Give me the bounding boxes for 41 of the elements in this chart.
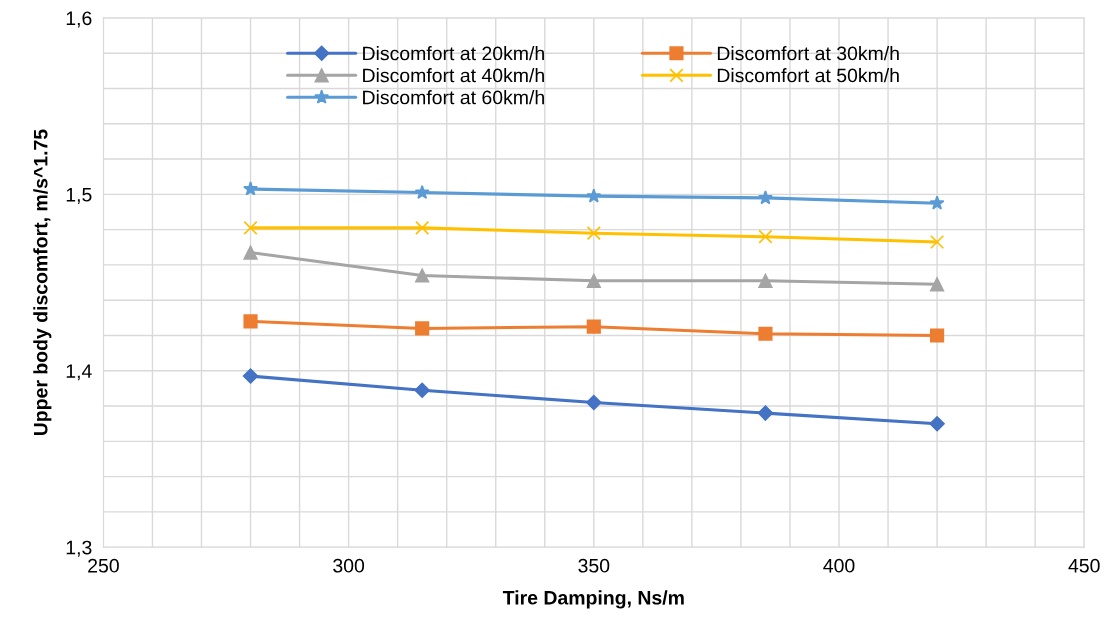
legend-label: Discomfort at 30km/h	[717, 46, 899, 61]
point	[929, 234, 945, 250]
point	[757, 405, 774, 421]
point	[758, 190, 773, 205]
point	[929, 328, 945, 343]
y-tick-label: 1,3	[66, 540, 92, 557]
legend-label: Discomfort at 20km/h	[363, 46, 544, 61]
point	[586, 394, 602, 411]
y-tick-label: 1,6	[66, 11, 92, 28]
point	[586, 188, 602, 203]
point	[758, 229, 773, 244]
point	[586, 319, 601, 334]
y-tick-label: 1,4	[66, 364, 92, 381]
point	[415, 220, 430, 235]
point	[243, 181, 258, 196]
point	[758, 326, 773, 341]
x-tick-label: 250	[88, 558, 119, 573]
legend-label: Discomfort at 60km/h	[363, 90, 544, 105]
point	[415, 268, 430, 283]
point	[929, 195, 945, 210]
y-tick-label: 1,5	[66, 188, 92, 204]
point	[586, 273, 601, 288]
y-axis-title: Upper body discomfort, m/s^1.75	[33, 129, 52, 436]
x-tick-label: 350	[578, 558, 610, 573]
point	[586, 226, 601, 241]
x-tick-label: 450	[1068, 558, 1100, 573]
point	[758, 273, 773, 288]
legend-label: Discomfort at 50km/h	[717, 68, 899, 83]
x-tick-label: 300	[333, 558, 365, 573]
point	[242, 368, 259, 384]
point	[929, 415, 945, 432]
legend-label: Discomfort at 40km/h	[363, 68, 544, 83]
point	[243, 245, 258, 260]
point	[243, 220, 258, 235]
x-axis-title: Tire Damping, Ns/m	[502, 590, 684, 609]
point	[243, 314, 258, 329]
point	[414, 382, 430, 398]
point	[414, 184, 430, 200]
point	[929, 277, 945, 292]
x-tick-label: 400	[823, 558, 855, 573]
point	[415, 321, 430, 336]
